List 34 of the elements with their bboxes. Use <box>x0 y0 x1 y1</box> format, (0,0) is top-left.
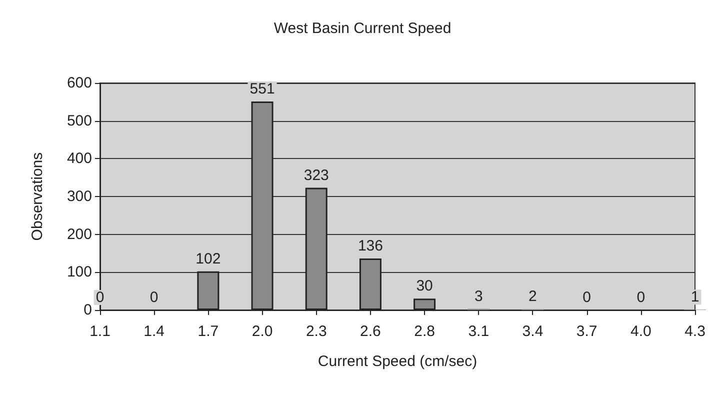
y-tick-label: 0 <box>84 302 92 318</box>
x-tick-label: 2.0 <box>252 323 273 340</box>
data-label: 0 <box>96 289 104 306</box>
y-tick-label: 400 <box>66 150 92 168</box>
x-tick-label: 1.1 <box>90 323 110 340</box>
x-tick-label: 3.4 <box>522 323 544 340</box>
x-tick-label: 2.8 <box>414 323 435 340</box>
x-tick-label: 1.4 <box>144 323 165 340</box>
data-label: 30 <box>416 278 433 295</box>
y-tick-label: 200 <box>66 226 92 243</box>
data-label: 0 <box>636 289 646 306</box>
x-axis-title: Current Speed (cm/sec) <box>318 353 478 370</box>
x-tick-label: 2.3 <box>306 323 327 340</box>
data-label: 102 <box>196 250 221 268</box>
y-tick-label: 500 <box>66 112 92 130</box>
data-label: 136 <box>358 238 383 255</box>
y-tick-label: 600 <box>66 74 92 92</box>
x-tick-label: 1.7 <box>198 323 219 340</box>
data-label: 0 <box>582 289 591 306</box>
x-tick-label: 3.1 <box>468 323 490 340</box>
data-label: 2 <box>528 288 537 306</box>
data-label: 1 <box>690 288 700 306</box>
x-tick-label: 4.3 <box>684 323 706 340</box>
data-label: 0 <box>150 289 158 306</box>
data-label: 551 <box>250 80 275 98</box>
x-tick-label: 3.7 <box>576 323 598 340</box>
y-tick-label: 300 <box>66 188 92 205</box>
x-tick-label: 4.0 <box>630 323 652 340</box>
data-label: 323 <box>304 166 329 184</box>
y-tick-label: 100 <box>66 264 92 281</box>
y-axis-title: Observations <box>29 152 46 241</box>
data-label: 3 <box>474 288 483 305</box>
chart-title: West Basin Current Speed <box>274 20 452 37</box>
x-tick-label: 2.6 <box>360 323 381 340</box>
